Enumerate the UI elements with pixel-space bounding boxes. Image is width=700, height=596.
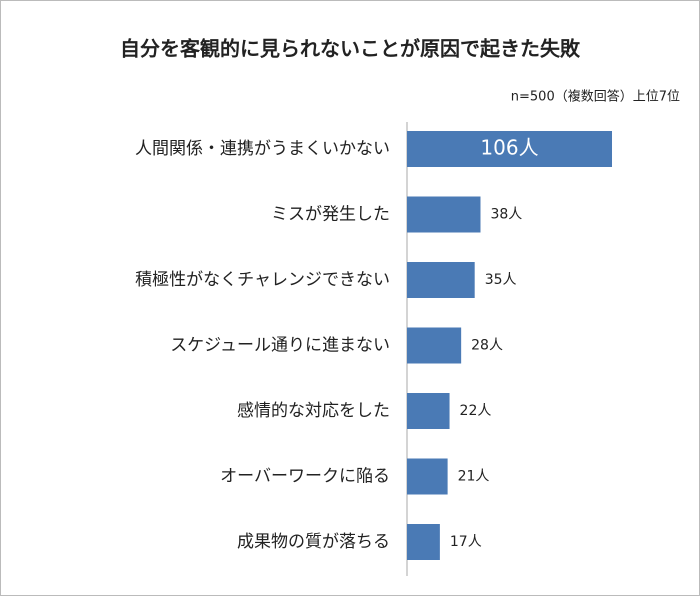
bar: [407, 393, 450, 429]
bar: [407, 327, 462, 364]
value-label: 21人: [458, 469, 490, 485]
bar: [407, 524, 440, 560]
bar: [407, 131, 613, 167]
category-label: 人間関係・連携がうまくいかない: [135, 139, 390, 159]
category-label: 積極性がなくチャレンジできない: [135, 270, 390, 290]
value-label: 28人: [471, 338, 503, 354]
value-label: 22人: [460, 403, 492, 419]
value-label: 17人: [450, 534, 482, 550]
value-label: 106人: [480, 136, 538, 160]
category-label: 成果物の質が落ちる: [237, 532, 390, 552]
chart-subtitle: n=500（複数回答）上位7位: [511, 89, 680, 105]
bar: [407, 458, 448, 495]
category-label: オーバーワークに陥る: [220, 467, 390, 487]
category-label: 感情的な対応をした: [237, 401, 390, 421]
category-label: スケジュール通りに進まない: [170, 336, 390, 356]
value-label: 38人: [490, 207, 522, 223]
bar: [407, 196, 481, 233]
chart-title: 自分を客観的に見られないことが原因で起きた失敗: [120, 37, 581, 61]
bar: [407, 262, 475, 298]
value-label: 35人: [485, 272, 517, 288]
category-label: ミスが発生した: [271, 205, 390, 225]
